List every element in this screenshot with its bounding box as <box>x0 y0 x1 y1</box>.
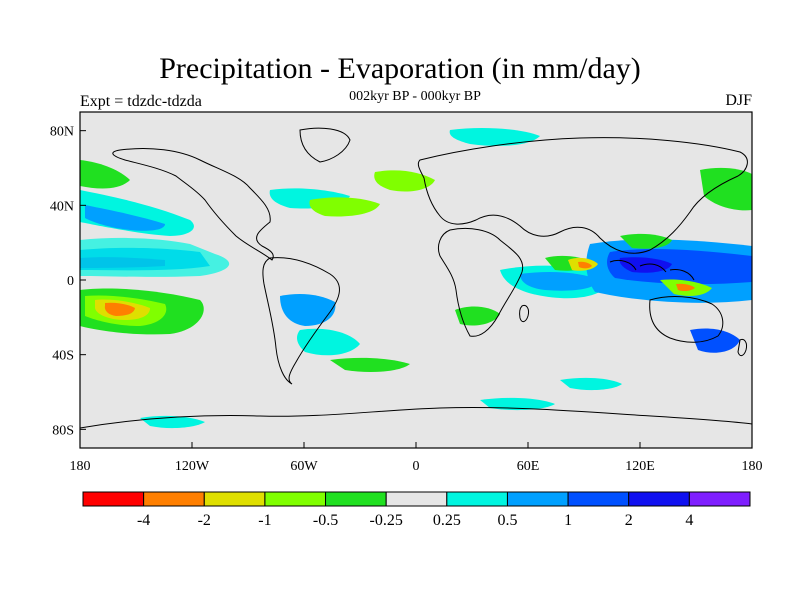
southern-ocean-wet-3 <box>560 377 622 391</box>
y-tick-label: 80S <box>52 423 74 438</box>
australia-south-wet <box>690 328 740 353</box>
dry-patch-south-pacific-core <box>104 302 135 316</box>
indian-ocean-wet-blue <box>520 272 600 291</box>
x-tick-label: 120W <box>175 459 210 474</box>
colorbar-label: -1 <box>258 512 271 529</box>
colorbar-swatch <box>203 491 266 507</box>
east-asia-dry <box>620 233 672 249</box>
colorbar-label: 0.25 <box>433 512 461 529</box>
y-axis: 80N 40N 0 40S 80S <box>50 125 86 438</box>
maritime-wet-deep <box>619 257 672 273</box>
colorbar-swatch <box>385 491 448 507</box>
north-pacific-west-dry <box>700 167 752 211</box>
colorbar-swatch <box>688 491 751 507</box>
north-america-coast <box>112 148 274 261</box>
map-subtitle: 002kyr BP - 000kyr BP <box>349 89 481 104</box>
x-tick-label: 120E <box>625 459 655 474</box>
north-pacific-wet-blue <box>85 205 165 231</box>
antarctica-coast <box>80 406 752 429</box>
map-title: Precipitation - Evaporation (in mm/day) <box>159 52 641 85</box>
colorbar-swatch <box>567 491 630 507</box>
colorbar-label: 4 <box>685 512 693 529</box>
colorbar-swatch <box>325 491 387 507</box>
contour-fields <box>80 128 752 429</box>
y-tick-label: 40N <box>50 199 74 214</box>
south-america-coast <box>262 257 340 385</box>
indian-ocean-dry <box>455 306 500 326</box>
southern-ocean-wet-1 <box>480 397 555 411</box>
north-pacific-dry <box>80 160 130 189</box>
colorbar-swatch <box>143 491 205 507</box>
y-tick-label: 0 <box>67 274 74 289</box>
south-atlantic-wet <box>280 294 336 326</box>
x-tick-label: 60E <box>517 459 540 474</box>
southern-ocean-dry <box>330 357 410 372</box>
north-atlantic-dry <box>309 197 380 217</box>
x-tick-label: 60W <box>290 459 318 474</box>
colorbar-label: 0.5 <box>497 512 517 529</box>
x-tick-label: 0 <box>413 459 420 474</box>
colorbar-label: -4 <box>137 512 150 529</box>
colorbar-label: -0.5 <box>313 512 338 529</box>
colorbar: -4 -2 -1 -0.5 -0.25 0.25 0.5 1 2 4 <box>82 491 751 529</box>
colorbar-label: -2 <box>198 512 211 529</box>
new-zealand-coast <box>737 339 747 357</box>
colorbar-swatch <box>506 491 569 507</box>
greenland-coast <box>299 127 351 163</box>
maritime-islands-coast <box>609 259 695 281</box>
coastlines <box>80 127 752 429</box>
y-tick-label: 80N <box>50 125 74 140</box>
wet-band-cyan-pacific <box>80 237 230 277</box>
maritime-dry-core <box>578 261 592 269</box>
colorbar-swatch <box>264 491 327 507</box>
x-tick-label: 180 <box>742 459 763 474</box>
africa-coast <box>437 227 524 337</box>
colorbar-label: 2 <box>625 512 633 529</box>
x-axis: 180 120W 60W 0 60E 120E 180 <box>70 442 763 474</box>
madagascar-coast <box>519 305 529 323</box>
colorbar-label: 1 <box>564 512 572 529</box>
western-pacific-dry-core <box>676 283 695 292</box>
eurasia-coast <box>417 137 748 254</box>
colorbar-label: -0.25 <box>370 512 403 529</box>
colorbar-swatch <box>82 491 145 507</box>
x-tick-label: 180 <box>70 459 91 474</box>
y-tick-label: 40S <box>52 349 74 364</box>
season-label: DJF <box>725 92 752 109</box>
europe-dry <box>374 170 435 192</box>
experiment-label: Expt = tdzdc-tdzda <box>80 93 202 110</box>
australia-coast <box>649 296 724 343</box>
arctic-wet <box>449 128 540 146</box>
colorbar-swatch <box>446 491 508 507</box>
colorbar-swatch <box>628 491 690 507</box>
